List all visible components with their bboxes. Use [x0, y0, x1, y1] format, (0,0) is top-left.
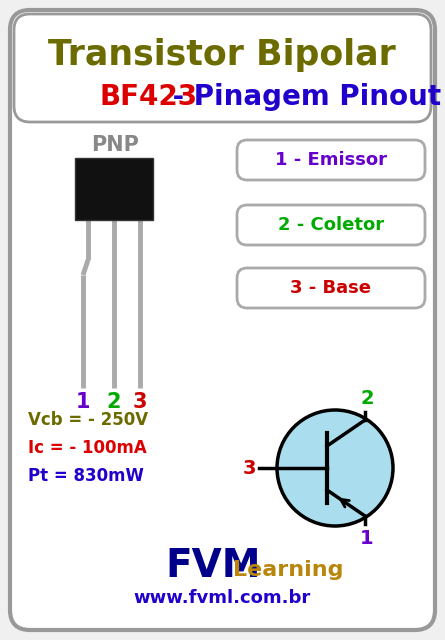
- Bar: [75, 158, 153, 220]
- Text: Transistor Bipolar: Transistor Bipolar: [48, 38, 396, 72]
- Text: 2: 2: [107, 392, 121, 412]
- Text: Learning: Learning: [233, 560, 344, 580]
- Text: - Pinagem Pinout: - Pinagem Pinout: [163, 83, 441, 111]
- Text: 1: 1: [360, 529, 374, 547]
- Text: BF423: BF423: [100, 83, 198, 111]
- Text: Ic = - 100mA: Ic = - 100mA: [28, 439, 147, 457]
- FancyBboxPatch shape: [14, 14, 431, 122]
- FancyBboxPatch shape: [237, 205, 425, 245]
- FancyBboxPatch shape: [237, 140, 425, 180]
- FancyBboxPatch shape: [10, 10, 435, 630]
- Text: 1: 1: [76, 392, 90, 412]
- Text: Pt = 830mW: Pt = 830mW: [28, 467, 144, 485]
- Text: 2: 2: [360, 388, 374, 408]
- Text: 3: 3: [133, 392, 147, 412]
- Text: PNP: PNP: [91, 135, 139, 155]
- FancyBboxPatch shape: [237, 268, 425, 308]
- Text: 3: 3: [242, 458, 256, 477]
- Text: www.fvml.com.br: www.fvml.com.br: [134, 589, 311, 607]
- Text: 3 - Base: 3 - Base: [291, 279, 372, 297]
- Text: Vcb = - 250V: Vcb = - 250V: [28, 411, 148, 429]
- Circle shape: [277, 410, 393, 526]
- Text: 2 - Coletor: 2 - Coletor: [278, 216, 384, 234]
- Text: 1 - Emissor: 1 - Emissor: [275, 151, 387, 169]
- Text: FVM: FVM: [165, 547, 260, 585]
